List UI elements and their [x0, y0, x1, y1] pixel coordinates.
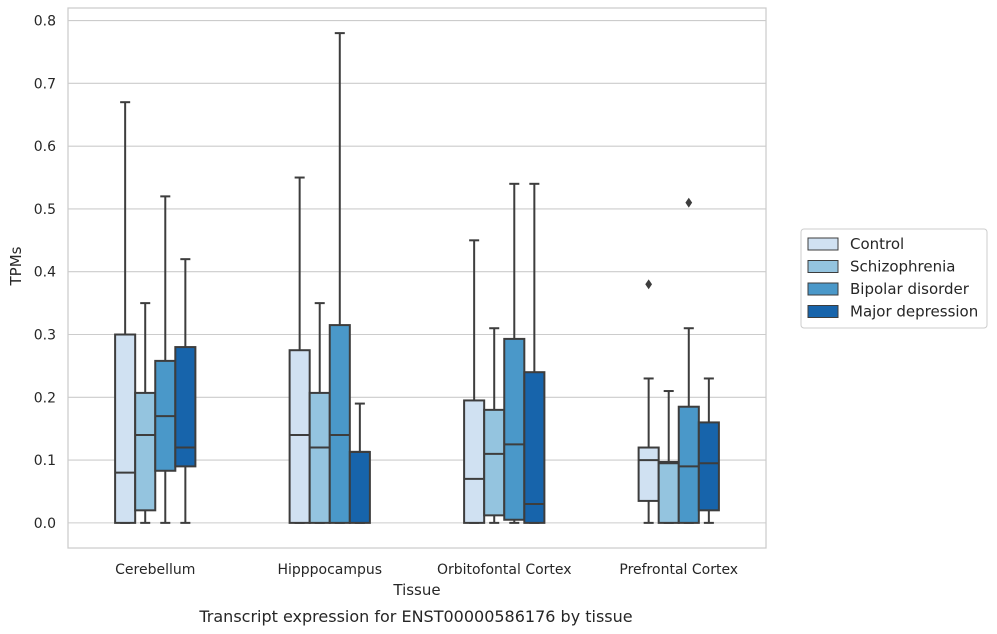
chart-caption: Transcript expression for ENST0000058617… [198, 607, 632, 626]
box-major-depression [348, 402, 371, 524]
y-tick-label: 0.8 [34, 14, 56, 30]
legend-swatch [807, 260, 839, 273]
iqr-box [328, 324, 351, 524]
legend-label: Control [850, 235, 904, 253]
box-control [637, 279, 660, 524]
plot-area [114, 32, 720, 524]
iqr-box [463, 399, 486, 524]
box-bipolar-disorder [154, 195, 177, 524]
legend-label: Major depression [850, 303, 978, 321]
iqr-box [677, 405, 700, 524]
box-control [288, 176, 311, 524]
x-axis-label: Tissue [392, 581, 440, 599]
box-bipolar-disorder [677, 197, 700, 524]
box-schizophrenia [134, 302, 157, 524]
legend: Control Schizophrenia Bipolar disorder Majo… [800, 228, 988, 329]
iqr-box [697, 421, 720, 512]
box-control [463, 239, 486, 524]
iqr-box [523, 371, 546, 524]
x-tick-label: Orbitofontal Cortex [437, 562, 572, 578]
x-tick-label: Cerebellum [115, 562, 195, 578]
iqr-box [134, 391, 157, 512]
legend-frame [800, 228, 988, 329]
y-tick-label: 0.7 [34, 76, 56, 92]
y-axis-label: TPMs [7, 246, 25, 286]
outlier-point [685, 197, 693, 208]
x-tick-label: Prefrontal Cortex [619, 562, 738, 578]
y-tick-label: 0.5 [34, 202, 56, 218]
box-bipolar-disorder [503, 182, 526, 524]
box-major-depression [174, 258, 197, 524]
iqr-box [174, 346, 197, 468]
x-axis-ticks: Cerebellum Hipppocampus Orbitofontal Corte… [115, 562, 738, 578]
iqr-box [637, 446, 660, 502]
x-tick-label: Hipppocampus [277, 562, 382, 578]
iqr-box [348, 450, 371, 524]
iqr-box [288, 349, 311, 524]
outlier-point [645, 279, 653, 290]
iqr-box [483, 408, 506, 517]
y-tick-label: 0.1 [34, 453, 56, 469]
y-axis-ticks: 0.0 0.1 0.2 0.3 0.4 0.5 0.6 0.7 0.8 [34, 14, 56, 532]
legend-swatch [807, 305, 839, 318]
plot-frame [67, 7, 767, 549]
box-schizophrenia [483, 327, 506, 524]
y-tick-label: 0.2 [34, 390, 56, 406]
y-tick-label: 0.0 [34, 516, 56, 532]
box-schizophrenia [308, 302, 331, 524]
y-tick-label: 0.6 [34, 139, 56, 155]
iqr-box [657, 460, 680, 524]
legend-label: Bipolar disorder [850, 280, 970, 298]
box-major-depression [697, 377, 720, 524]
box-control [114, 101, 137, 524]
box-bipolar-disorder [328, 32, 351, 524]
iqr-box [308, 391, 331, 524]
box-major-depression [523, 182, 546, 524]
iqr-box [503, 337, 526, 521]
legend-swatch [807, 282, 839, 296]
legend-swatch [807, 237, 839, 251]
iqr-box [114, 333, 137, 524]
y-tick-label: 0.4 [34, 265, 56, 281]
legend-label: Schizophrenia [850, 258, 955, 276]
y-tick-label: 0.3 [34, 328, 56, 344]
box-schizophrenia [657, 390, 680, 524]
